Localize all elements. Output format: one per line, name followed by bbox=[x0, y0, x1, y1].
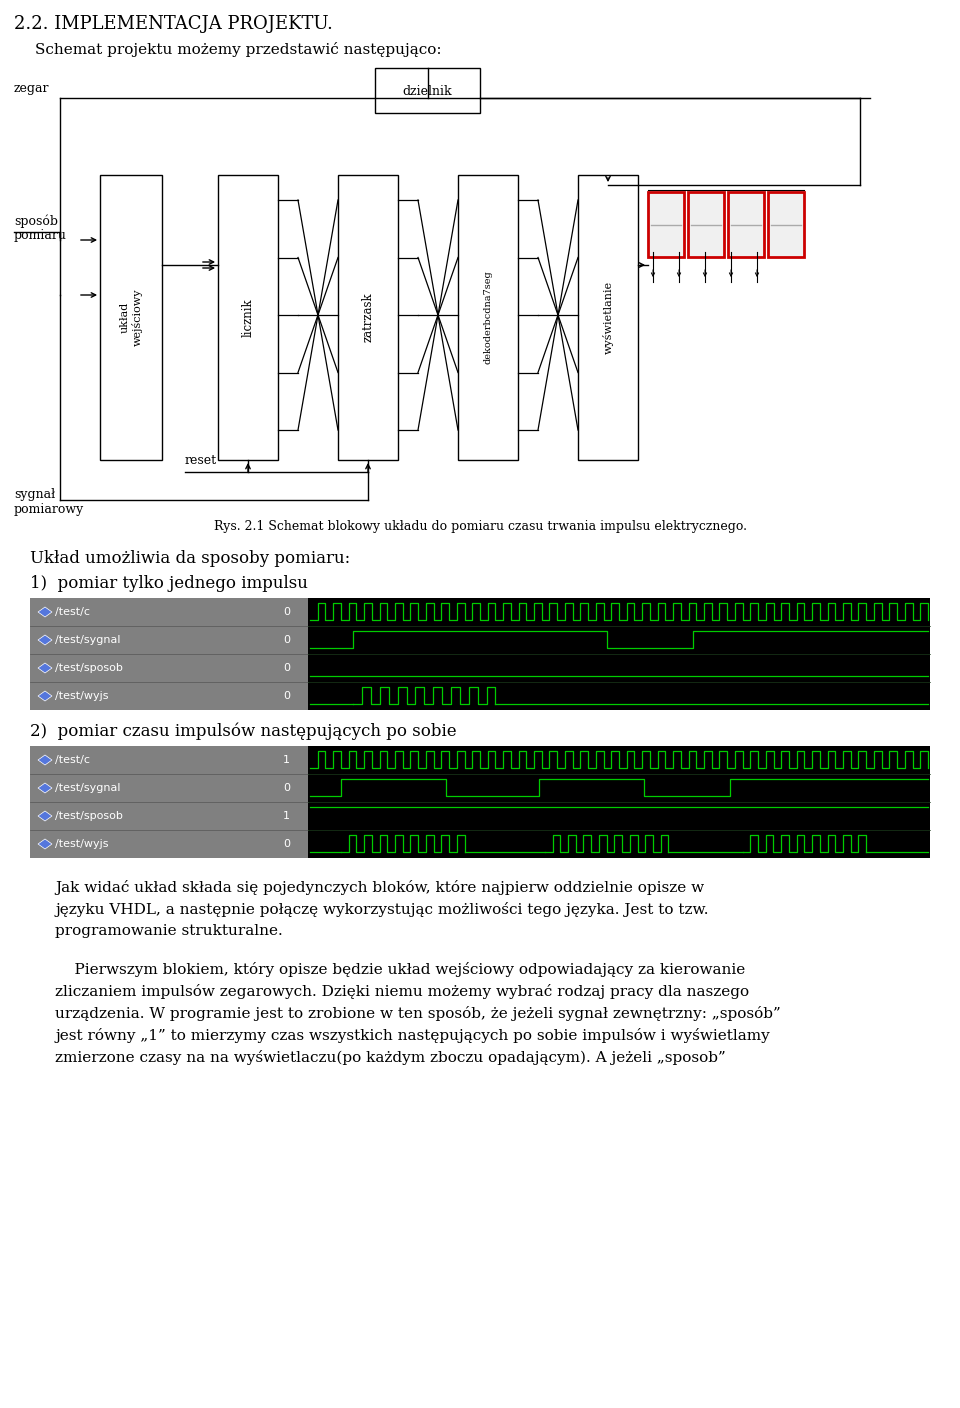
Text: /test/wyjs: /test/wyjs bbox=[55, 691, 108, 701]
Bar bbox=[218, 175, 278, 460]
Bar bbox=[308, 598, 930, 710]
Bar bbox=[578, 175, 638, 460]
Polygon shape bbox=[38, 755, 52, 765]
Bar bbox=[338, 175, 398, 460]
Bar bbox=[458, 175, 518, 460]
Text: urządzenia. W programie jest to zrobione w ten sposób, że jeżeli sygnał zewnętrz: urządzenia. W programie jest to zrobione… bbox=[55, 1005, 780, 1021]
Text: 1: 1 bbox=[283, 755, 290, 765]
Polygon shape bbox=[38, 691, 52, 701]
Bar bbox=[375, 68, 480, 113]
Polygon shape bbox=[38, 811, 52, 821]
Text: zliczaniem impulsów zegarowych. Dzięki niemu możemy wybrać rodzaj pracy dla nasz: zliczaniem impulsów zegarowych. Dzięki n… bbox=[55, 984, 749, 1000]
Text: sygnał
pomiarowy: sygnał pomiarowy bbox=[14, 489, 84, 515]
Bar bbox=[688, 191, 724, 258]
Text: Pierwszym blokiem, który opisze będzie układ wejściowy odpowiadający za kierowan: Pierwszym blokiem, który opisze będzie u… bbox=[55, 962, 745, 977]
Text: /test/c: /test/c bbox=[55, 755, 90, 765]
Text: Schemat projektu możemy przedstawić następująco:: Schemat projektu możemy przedstawić nast… bbox=[35, 42, 442, 56]
Text: dekoderbcdna7seg: dekoderbcdna7seg bbox=[484, 270, 492, 365]
Text: 0: 0 bbox=[283, 607, 290, 617]
Text: 2.2. IMPLEMENTACJA PROJEKTU.: 2.2. IMPLEMENTACJA PROJEKTU. bbox=[14, 15, 333, 32]
Text: 0: 0 bbox=[283, 839, 290, 849]
Text: licznik: licznik bbox=[242, 298, 254, 337]
Text: układ
wejściowy: układ wejściowy bbox=[120, 289, 142, 346]
Text: jest równy „1” to mierzymy czas wszystkich następujących po sobie impulsów i wyś: jest równy „1” to mierzymy czas wszystki… bbox=[55, 1028, 770, 1043]
Bar bbox=[768, 191, 804, 258]
Polygon shape bbox=[38, 607, 52, 617]
Text: 0: 0 bbox=[283, 663, 290, 673]
Polygon shape bbox=[38, 663, 52, 673]
Text: Układ umożliwia da sposoby pomiaru:: Układ umożliwia da sposoby pomiaru: bbox=[30, 551, 350, 567]
Bar bbox=[648, 191, 684, 258]
Text: 1: 1 bbox=[283, 811, 290, 821]
Bar bbox=[308, 746, 930, 857]
Bar bbox=[30, 598, 308, 710]
Text: 2)  pomiar czasu impulsów następujących po sobie: 2) pomiar czasu impulsów następujących p… bbox=[30, 722, 457, 739]
Text: /test/sposob: /test/sposob bbox=[55, 811, 123, 821]
Polygon shape bbox=[38, 635, 52, 645]
Text: dzielnik: dzielnik bbox=[402, 84, 452, 99]
Text: /test/sygnal: /test/sygnal bbox=[55, 783, 121, 793]
Polygon shape bbox=[38, 783, 52, 793]
Polygon shape bbox=[38, 839, 52, 849]
Text: 0: 0 bbox=[283, 635, 290, 645]
Text: /test/wyjs: /test/wyjs bbox=[55, 839, 108, 849]
Text: zegar: zegar bbox=[14, 82, 50, 94]
Text: Rys. 2.1 Schemat blokowy układu do pomiaru czasu trwania impulsu elektrycznego.: Rys. 2.1 Schemat blokowy układu do pomia… bbox=[213, 520, 747, 534]
Text: programowanie strukturalne.: programowanie strukturalne. bbox=[55, 924, 283, 938]
Text: 0: 0 bbox=[283, 691, 290, 701]
Bar bbox=[30, 746, 308, 857]
Text: /test/sposob: /test/sposob bbox=[55, 663, 123, 673]
Text: 0: 0 bbox=[283, 783, 290, 793]
Text: Jak widać układ składa się pojedynczych bloków, które najpierw oddzielnie opisze: Jak widać układ składa się pojedynczych … bbox=[55, 880, 704, 895]
Text: reset: reset bbox=[185, 453, 217, 467]
Bar bbox=[100, 175, 162, 460]
Text: zatrzask: zatrzask bbox=[362, 293, 374, 342]
Text: języku VHDL, a następnie połączę wykorzystując możliwości tego języka. Jest to t: języku VHDL, a następnie połączę wykorzy… bbox=[55, 903, 708, 917]
Text: /test/sygnal: /test/sygnal bbox=[55, 635, 121, 645]
Text: /test/c: /test/c bbox=[55, 607, 90, 617]
Text: wyświetlanie: wyświetlanie bbox=[603, 282, 613, 353]
Text: 1)  pomiar tylko jednego impulsu: 1) pomiar tylko jednego impulsu bbox=[30, 574, 308, 591]
Bar bbox=[728, 191, 764, 258]
Text: zmierzone czasy na na wyświetlaczu(po każdym zboczu opadającym). A jeżeli „sposo: zmierzone czasy na na wyświetlaczu(po ka… bbox=[55, 1050, 726, 1064]
Text: sposób
pomiaru: sposób pomiaru bbox=[14, 214, 67, 242]
